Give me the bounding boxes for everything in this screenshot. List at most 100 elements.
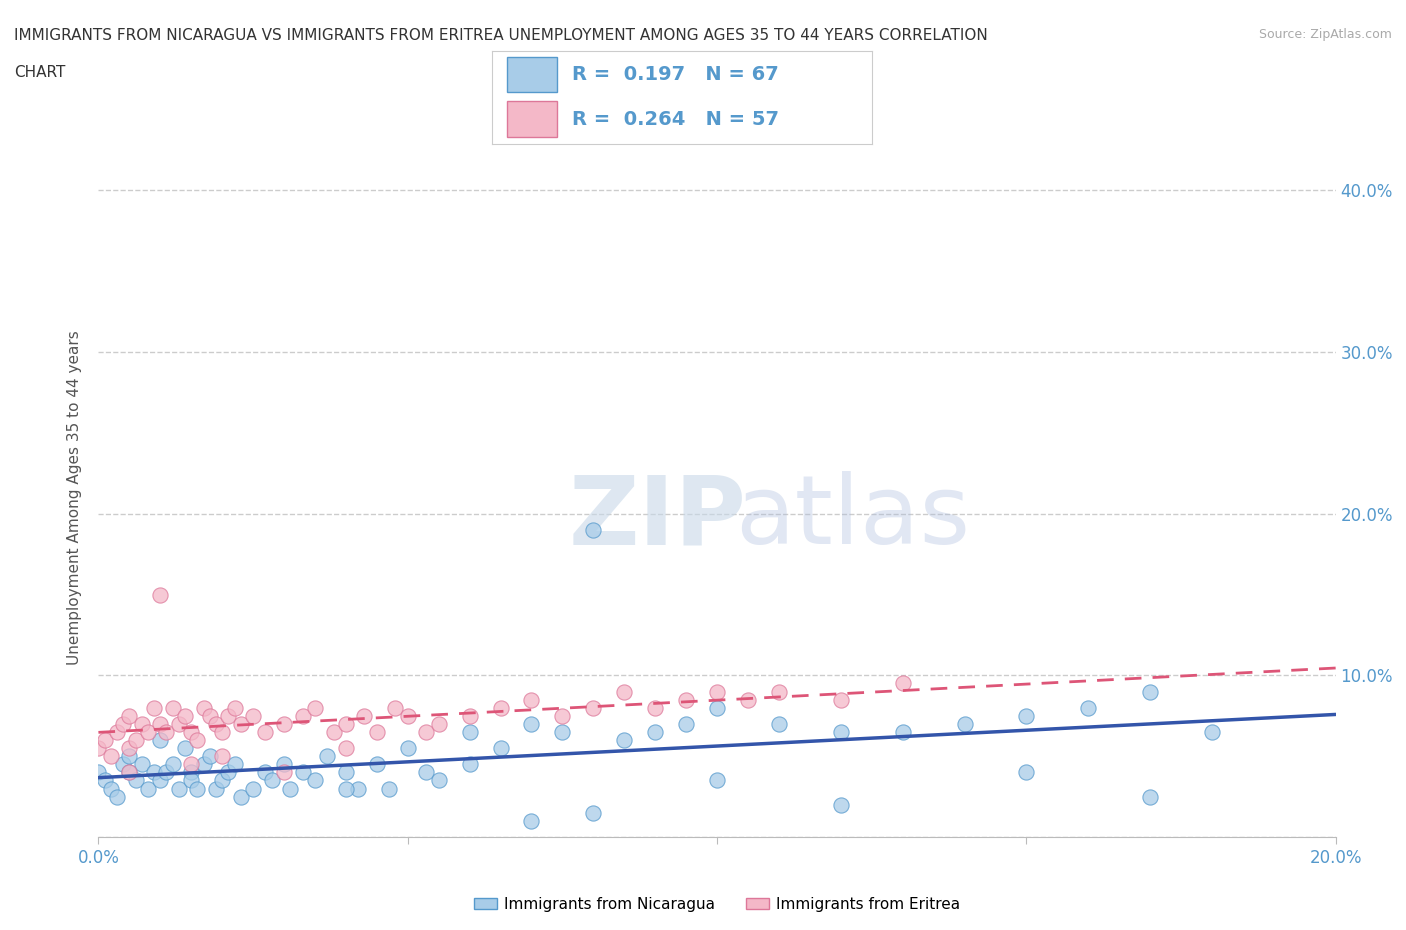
Point bbox=[118, 764, 141, 779]
Point bbox=[335, 740, 357, 755]
Point bbox=[1077, 700, 1099, 715]
Text: ZIP: ZIP bbox=[568, 472, 747, 565]
Point bbox=[131, 716, 153, 731]
Point bbox=[224, 757, 246, 772]
Point bbox=[427, 716, 450, 731]
Point bbox=[143, 764, 166, 779]
Point bbox=[143, 700, 166, 715]
Point bbox=[186, 733, 208, 748]
Bar bbox=[508, 101, 557, 137]
Point bbox=[613, 684, 636, 699]
Point bbox=[229, 716, 252, 731]
Point bbox=[953, 716, 976, 731]
Point bbox=[124, 733, 146, 748]
Point bbox=[193, 700, 215, 715]
Point bbox=[87, 764, 110, 779]
Point bbox=[644, 700, 666, 715]
Point bbox=[458, 709, 481, 724]
Point bbox=[891, 724, 914, 739]
Point bbox=[118, 749, 141, 764]
Point bbox=[366, 757, 388, 772]
Point bbox=[1139, 790, 1161, 804]
Point bbox=[335, 764, 357, 779]
Point bbox=[335, 781, 357, 796]
Point bbox=[347, 781, 370, 796]
Text: CHART: CHART bbox=[14, 65, 66, 80]
Point bbox=[118, 740, 141, 755]
Point bbox=[737, 692, 759, 707]
Point bbox=[520, 716, 543, 731]
Point bbox=[211, 724, 233, 739]
Point bbox=[93, 773, 115, 788]
Point bbox=[613, 733, 636, 748]
Point bbox=[124, 773, 146, 788]
Point bbox=[211, 773, 233, 788]
Point bbox=[768, 716, 790, 731]
Point bbox=[211, 749, 233, 764]
Point bbox=[149, 733, 172, 748]
Text: IMMIGRANTS FROM NICARAGUA VS IMMIGRANTS FROM ERITREA UNEMPLOYMENT AMONG AGES 35 : IMMIGRANTS FROM NICARAGUA VS IMMIGRANTS … bbox=[14, 28, 988, 43]
Text: Source: ZipAtlas.com: Source: ZipAtlas.com bbox=[1258, 28, 1392, 41]
Bar bbox=[508, 57, 557, 92]
Point bbox=[1201, 724, 1223, 739]
Point bbox=[830, 724, 852, 739]
Point bbox=[520, 814, 543, 829]
Point bbox=[112, 716, 135, 731]
Point bbox=[100, 781, 122, 796]
Text: atlas: atlas bbox=[735, 472, 970, 565]
Point bbox=[118, 709, 141, 724]
Point bbox=[118, 764, 141, 779]
Point bbox=[551, 709, 574, 724]
Point bbox=[415, 764, 437, 779]
Point bbox=[291, 709, 314, 724]
Legend: Immigrants from Nicaragua, Immigrants from Eritrea: Immigrants from Nicaragua, Immigrants fr… bbox=[468, 890, 966, 918]
Point bbox=[167, 716, 190, 731]
Point bbox=[582, 805, 605, 820]
Point bbox=[353, 709, 375, 724]
Point bbox=[162, 700, 184, 715]
Point bbox=[155, 764, 177, 779]
Point bbox=[278, 781, 301, 796]
Point bbox=[273, 764, 295, 779]
Point bbox=[384, 700, 406, 715]
Point bbox=[167, 781, 190, 796]
Point bbox=[229, 790, 252, 804]
Point bbox=[105, 724, 128, 739]
Point bbox=[675, 692, 697, 707]
Point bbox=[273, 716, 295, 731]
Point bbox=[155, 724, 177, 739]
Point bbox=[136, 781, 159, 796]
Point bbox=[1139, 684, 1161, 699]
Point bbox=[366, 724, 388, 739]
Point bbox=[149, 587, 172, 602]
Point bbox=[100, 749, 122, 764]
Point bbox=[149, 773, 172, 788]
Point bbox=[254, 764, 277, 779]
Point bbox=[260, 773, 283, 788]
Point bbox=[1015, 764, 1038, 779]
Point bbox=[242, 709, 264, 724]
Point bbox=[162, 757, 184, 772]
Point bbox=[273, 757, 295, 772]
Text: R =  0.264   N = 57: R = 0.264 N = 57 bbox=[572, 110, 779, 128]
Point bbox=[675, 716, 697, 731]
Point bbox=[520, 692, 543, 707]
Point bbox=[458, 757, 481, 772]
Point bbox=[291, 764, 314, 779]
Point bbox=[174, 709, 197, 724]
Point bbox=[174, 740, 197, 755]
Point bbox=[242, 781, 264, 796]
Point bbox=[489, 740, 512, 755]
Point bbox=[180, 773, 202, 788]
Point bbox=[198, 709, 221, 724]
Point bbox=[205, 781, 228, 796]
Point bbox=[205, 716, 228, 731]
Point bbox=[180, 757, 202, 772]
Point bbox=[830, 797, 852, 812]
Point bbox=[489, 700, 512, 715]
Point bbox=[891, 676, 914, 691]
Point bbox=[322, 724, 344, 739]
Point bbox=[217, 764, 239, 779]
Point bbox=[427, 773, 450, 788]
Point bbox=[93, 733, 115, 748]
